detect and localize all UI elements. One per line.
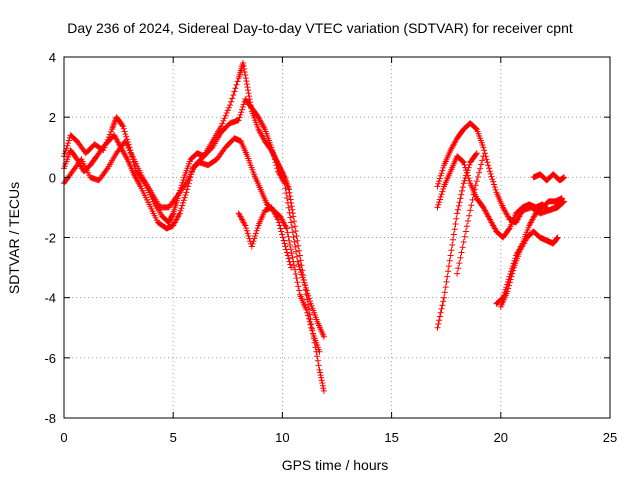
y-tick-label: -6 [44, 351, 56, 366]
series-track-8 [454, 153, 487, 277]
series-track-4 [235, 204, 295, 271]
y-tick-label: 2 [49, 110, 56, 125]
y-tick-label: -2 [44, 231, 56, 246]
x-axis-label: GPS time / hours [282, 457, 389, 473]
chart-title: Day 236 of 2024, Sidereal Day-to-day VTE… [67, 20, 573, 36]
series-track-11 [530, 171, 568, 184]
y-tick-label: 0 [49, 170, 56, 185]
axis-ticks: 0 5 10 15 20 25 -8 -6 -4 -2 0 2 4 [44, 50, 617, 445]
x-tick-label: 0 [60, 430, 67, 445]
x-tick-label: 10 [275, 430, 289, 445]
data-points [61, 60, 568, 394]
y-tick-label: 4 [49, 50, 56, 65]
x-tick-label: 20 [494, 430, 508, 445]
series-track-10 [497, 228, 561, 310]
y-tick-label: -4 [44, 291, 56, 306]
y-axis-label: SDTVAR / TECUs [6, 182, 22, 294]
series-track-7 [434, 150, 480, 331]
x-tick-label: 25 [603, 430, 617, 445]
x-tick-label: 15 [384, 430, 398, 445]
x-tick-label: 5 [170, 430, 177, 445]
y-tick-label: -8 [44, 411, 56, 426]
series-track-6 [434, 153, 565, 241]
